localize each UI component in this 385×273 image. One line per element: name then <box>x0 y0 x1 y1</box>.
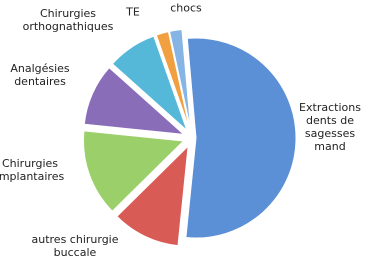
slice-label: autres chirurgie buccale <box>31 233 119 259</box>
slice-label: TE <box>126 5 140 19</box>
pie-slice <box>111 35 188 131</box>
pie-slice <box>83 130 185 212</box>
slice-label: Chirurgies implantaires <box>0 157 65 183</box>
pie-slice <box>168 28 192 130</box>
slice-label: Extractions dents de sagesses mand <box>299 101 361 153</box>
slice-label: Chirurgies orthognathiques <box>22 7 114 33</box>
slice-label: chocs <box>170 1 202 15</box>
pie-slice <box>83 67 186 136</box>
pie-slice <box>185 37 297 239</box>
pie-slice <box>116 144 189 247</box>
pie-slice <box>155 31 191 130</box>
slice-label: Analgésies dentaires <box>10 62 70 88</box>
